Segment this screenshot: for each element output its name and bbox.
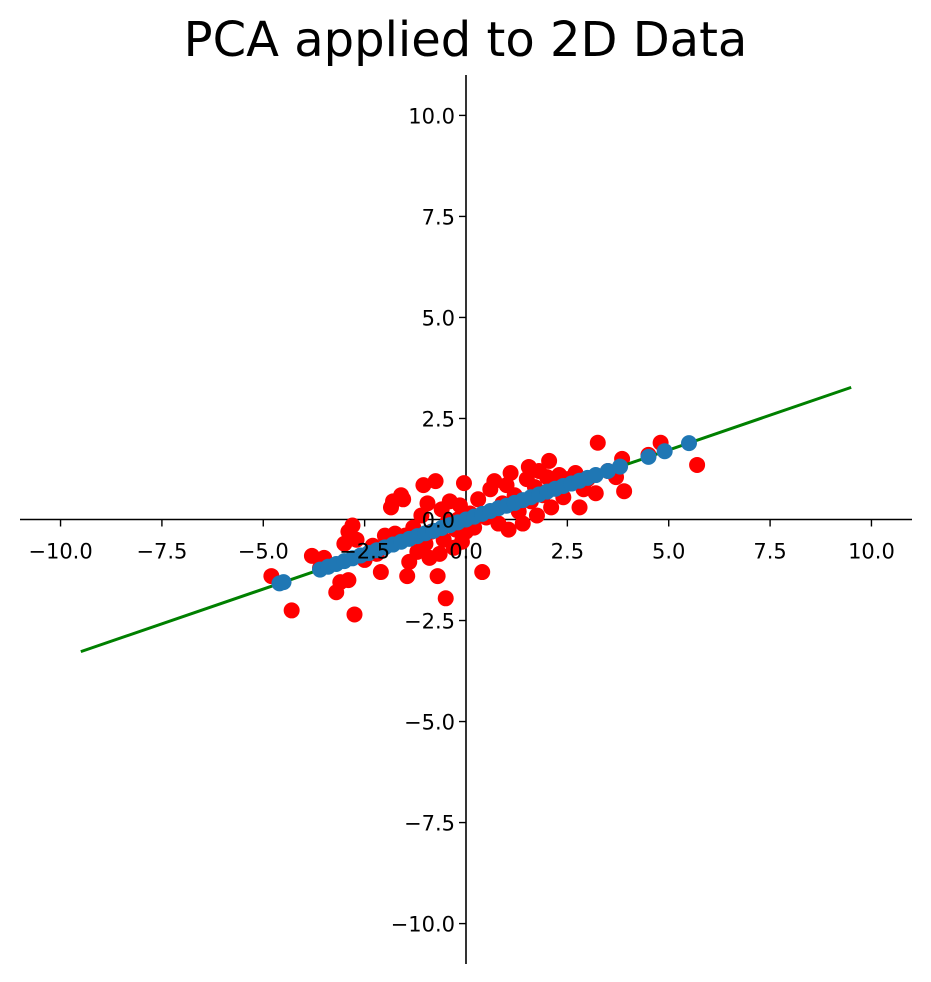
original-point xyxy=(689,456,706,473)
original-point xyxy=(587,485,604,502)
original-point xyxy=(413,507,430,524)
projected-point xyxy=(681,435,697,452)
original-point xyxy=(437,590,454,607)
original-point xyxy=(474,564,491,581)
y-tick-label: −7.5 xyxy=(404,812,455,836)
y-tick-label: 5.0 xyxy=(422,306,455,330)
original-point xyxy=(455,475,472,492)
original-data-points xyxy=(263,434,706,623)
original-point xyxy=(571,499,588,516)
y-tick-label: 7.5 xyxy=(422,205,455,229)
x-tick-label: −10.0 xyxy=(28,540,92,564)
original-point xyxy=(514,515,531,532)
original-point xyxy=(346,606,363,623)
original-point xyxy=(470,491,487,508)
projected-point xyxy=(656,443,673,460)
original-point xyxy=(340,572,357,589)
original-point xyxy=(395,491,412,508)
original-point xyxy=(336,535,353,552)
x-tick-label: −5.0 xyxy=(238,540,289,564)
original-point xyxy=(303,547,320,564)
original-point xyxy=(616,483,633,500)
original-point xyxy=(543,499,560,516)
tick-labels: −10.0 −7.5 −5.0 −2.5 0.0 2.5 5.0 7.5 10.0 −10.0 −7… xyxy=(28,104,894,936)
x-tick-label: 10.0 xyxy=(848,540,895,564)
x-tick-label: −7.5 xyxy=(136,540,187,564)
original-point xyxy=(528,507,545,524)
original-point xyxy=(372,564,389,581)
y-tick-label: −5.0 xyxy=(404,711,455,735)
projected-point xyxy=(275,574,292,591)
x-tick-label: 2.5 xyxy=(551,540,584,564)
original-point xyxy=(344,517,361,534)
projected-point xyxy=(640,448,657,465)
y-tick-label: 10.0 xyxy=(408,104,455,128)
x-tick-label: 5.0 xyxy=(652,540,685,564)
chart-title: PCA applied to 2D Data xyxy=(183,12,748,68)
projected-point xyxy=(612,458,629,475)
y-tick-label: −2.5 xyxy=(404,610,455,634)
x-tick-label: 7.5 xyxy=(753,540,786,564)
original-point xyxy=(427,473,444,490)
projected-point xyxy=(587,467,604,484)
y-tick-label: 0.0 xyxy=(422,509,455,533)
projected-point xyxy=(599,463,616,480)
y-tick-label: 2.5 xyxy=(422,407,455,431)
original-point xyxy=(399,568,416,585)
projected-data-points xyxy=(271,435,697,592)
original-point xyxy=(429,568,446,585)
original-point xyxy=(541,452,558,469)
original-point xyxy=(502,465,519,482)
original-point xyxy=(419,495,436,512)
original-point xyxy=(589,434,606,451)
x-tick-label: −2.5 xyxy=(339,540,390,564)
original-point xyxy=(500,521,517,538)
original-point xyxy=(283,602,300,619)
original-point xyxy=(486,473,503,490)
original-point xyxy=(348,531,365,548)
x-tick-label: 0.0 xyxy=(449,540,482,564)
y-tick-label: −10.0 xyxy=(391,913,455,937)
original-point xyxy=(431,545,448,562)
original-point xyxy=(415,477,432,494)
